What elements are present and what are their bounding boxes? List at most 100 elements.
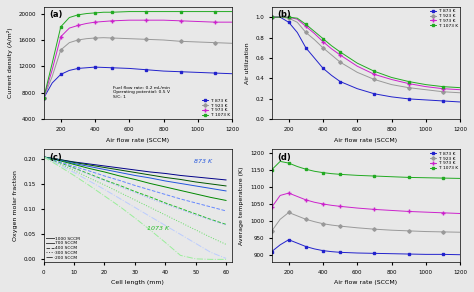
T: 1073 K: (300, 1.98e+04): 1073 K: (300, 1.98e+04)	[75, 13, 81, 17]
T: 973 K: (350, 1.06e+03): 973 K: (350, 1.06e+03)	[311, 201, 317, 204]
Text: (c): (c)	[49, 153, 62, 162]
Line: T: 923 K: T: 923 K	[270, 211, 461, 234]
Y-axis label: Air utilization: Air utilization	[245, 42, 250, 84]
T: 1073 K: (700, 2.03e+04): 1073 K: (700, 2.03e+04)	[144, 10, 149, 13]
T: 873 K: (800, 0.22): 873 K: (800, 0.22)	[389, 95, 394, 99]
T: 973 K: (500, 1.89e+04): 973 K: (500, 1.89e+04)	[109, 19, 115, 22]
T: 923 K: (700, 976): 923 K: (700, 976)	[372, 227, 377, 231]
T: 873 K: (700, 0.25): 873 K: (700, 0.25)	[372, 92, 377, 95]
T: 873 K: (150, 1): 873 K: (150, 1)	[277, 15, 283, 19]
Text: (b): (b)	[277, 10, 291, 19]
T: 1073 K: (150, 1.18e+03): 1073 K: (150, 1.18e+03)	[277, 160, 283, 163]
T: 873 K: (1.2e+03, 1.09e+04): 873 K: (1.2e+03, 1.09e+04)	[229, 72, 235, 75]
Line: T: 1073 K: T: 1073 K	[270, 160, 462, 180]
T: 873 K: (1.1e+03, 1.1e+04): 873 K: (1.1e+03, 1.1e+04)	[212, 71, 218, 75]
T: 1073 K: (250, 1.94e+04): 1073 K: (250, 1.94e+04)	[66, 16, 72, 19]
Line: T: 973 K: T: 973 K	[270, 15, 462, 92]
T: 1073 K: (800, 0.41): 1073 K: (800, 0.41)	[389, 76, 394, 79]
T: 873 K: (150, 930): 873 K: (150, 930)	[277, 243, 283, 246]
T: 873 K: (350, 918): 873 K: (350, 918)	[311, 247, 317, 251]
T: 923 K: (300, 1e+03): 923 K: (300, 1e+03)	[303, 218, 309, 221]
T: 923 K: (100, 1): 923 K: (100, 1)	[269, 15, 274, 19]
T: 923 K: (800, 973): 923 K: (800, 973)	[389, 228, 394, 232]
T: 923 K: (1.2e+03, 967): 923 K: (1.2e+03, 967)	[457, 230, 463, 234]
T: 1073 K: (900, 0.37): 1073 K: (900, 0.37)	[406, 80, 411, 83]
T: 1073 K: (1.2e+03, 2.03e+04): 1073 K: (1.2e+03, 2.03e+04)	[229, 10, 235, 13]
Y-axis label: Current density (A/m²): Current density (A/m²)	[7, 28, 13, 98]
T: 1073 K: (450, 1.14e+03): 1073 K: (450, 1.14e+03)	[328, 172, 334, 175]
T: 973 K: (1.2e+03, 1.02e+03): 973 K: (1.2e+03, 1.02e+03)	[457, 212, 463, 215]
T: 923 K: (100, 970): 923 K: (100, 970)	[269, 230, 274, 233]
Line: T: 1073 K: T: 1073 K	[270, 16, 462, 89]
X-axis label: Cell length (mm): Cell length (mm)	[111, 280, 164, 285]
T: 923 K: (100, 7.2e+03): 923 K: (100, 7.2e+03)	[41, 96, 46, 100]
T: 1073 K: (200, 1.8e+04): 1073 K: (200, 1.8e+04)	[58, 25, 64, 29]
T: 873 K: (200, 945): 873 K: (200, 945)	[286, 238, 292, 241]
T: 923 K: (1e+03, 1.57e+04): 923 K: (1e+03, 1.57e+04)	[195, 40, 201, 44]
Text: (d): (d)	[277, 153, 291, 162]
T: 923 K: (300, 1.6e+04): 923 K: (300, 1.6e+04)	[75, 38, 81, 42]
Line: T: 923 K: T: 923 K	[42, 36, 233, 100]
T: 1073 K: (1.1e+03, 0.32): 1073 K: (1.1e+03, 0.32)	[440, 85, 446, 88]
T: 973 K: (300, 1.06e+03): 973 K: (300, 1.06e+03)	[303, 198, 309, 202]
T: 973 K: (400, 1.87e+04): 973 K: (400, 1.87e+04)	[92, 20, 98, 24]
T: 923 K: (1.2e+03, 1.55e+04): 923 K: (1.2e+03, 1.55e+04)	[229, 41, 235, 45]
T: 923 K: (450, 1.64e+04): 923 K: (450, 1.64e+04)	[101, 36, 107, 39]
T: 923 K: (900, 1.58e+04): 923 K: (900, 1.58e+04)	[178, 40, 183, 43]
T: 873 K: (300, 1.17e+04): 873 K: (300, 1.17e+04)	[75, 67, 81, 70]
T: 873 K: (1e+03, 0.19): 873 K: (1e+03, 0.19)	[423, 98, 428, 102]
T: 923 K: (900, 971): 923 K: (900, 971)	[406, 229, 411, 233]
T: 923 K: (250, 1.02e+03): 923 K: (250, 1.02e+03)	[294, 214, 300, 218]
T: 973 K: (300, 0.91): 973 K: (300, 0.91)	[303, 25, 309, 28]
T: 873 K: (800, 904): 873 K: (800, 904)	[389, 252, 394, 256]
T: 973 K: (450, 0.69): 973 K: (450, 0.69)	[328, 47, 334, 51]
T: 1073 K: (150, 1): 1073 K: (150, 1)	[277, 15, 283, 19]
T: 923 K: (150, 1): 923 K: (150, 1)	[277, 15, 283, 19]
T: 1073 K: (800, 1.13e+03): 1073 K: (800, 1.13e+03)	[389, 175, 394, 178]
T: 1073 K: (500, 0.66): 1073 K: (500, 0.66)	[337, 50, 343, 54]
T: 1073 K: (250, 0.99): 1073 K: (250, 0.99)	[294, 16, 300, 20]
T: 1073 K: (400, 1.14e+03): 1073 K: (400, 1.14e+03)	[320, 171, 326, 174]
T: 973 K: (800, 1.03e+03): 973 K: (800, 1.03e+03)	[389, 209, 394, 212]
T: 923 K: (600, 980): 923 K: (600, 980)	[355, 226, 360, 230]
T: 973 K: (1.2e+03, 0.29): 973 K: (1.2e+03, 0.29)	[457, 88, 463, 91]
T: 973 K: (600, 1.04e+03): 973 K: (600, 1.04e+03)	[355, 206, 360, 210]
T: 873 K: (1.2e+03, 0.17): 873 K: (1.2e+03, 0.17)	[457, 100, 463, 104]
T: 873 K: (100, 1): 873 K: (100, 1)	[269, 15, 274, 19]
T: 1073 K: (200, 1): 1073 K: (200, 1)	[286, 15, 292, 19]
T: 1073 K: (350, 0.86): 1073 K: (350, 0.86)	[311, 30, 317, 33]
T: 1073 K: (450, 2.02e+04): 1073 K: (450, 2.02e+04)	[101, 11, 107, 14]
T: 1073 K: (600, 1.13e+03): 1073 K: (600, 1.13e+03)	[355, 174, 360, 177]
T: 973 K: (1.2e+03, 1.87e+04): 973 K: (1.2e+03, 1.87e+04)	[229, 20, 235, 24]
T: 973 K: (700, 1.9e+04): 973 K: (700, 1.9e+04)	[144, 18, 149, 22]
T: 973 K: (700, 1.03e+03): 973 K: (700, 1.03e+03)	[372, 208, 377, 211]
T: 873 K: (200, 1.08e+04): 873 K: (200, 1.08e+04)	[58, 73, 64, 76]
T: 973 K: (250, 1.78e+04): 973 K: (250, 1.78e+04)	[66, 26, 72, 30]
Line: T: 973 K: T: 973 K	[270, 191, 462, 215]
T: 873 K: (450, 1.18e+04): 873 K: (450, 1.18e+04)	[101, 66, 107, 69]
T: 923 K: (150, 1e+03): 923 K: (150, 1e+03)	[277, 218, 283, 221]
Line: T: 923 K: T: 923 K	[270, 16, 461, 94]
T: 873 K: (350, 1.18e+04): 873 K: (350, 1.18e+04)	[83, 66, 89, 69]
T: 1073 K: (1.1e+03, 1.13e+03): 1073 K: (1.1e+03, 1.13e+03)	[440, 176, 446, 180]
T: 923 K: (200, 0.99): 923 K: (200, 0.99)	[286, 16, 292, 20]
Legend: 1000 SCCM, 700 SCCM, 400 SCCM, 300 SCCM, 200 SCCM: 1000 SCCM, 700 SCCM, 400 SCCM, 300 SCCM,…	[46, 237, 80, 260]
Line: T: 873 K: T: 873 K	[270, 16, 462, 103]
T: 1073 K: (1.2e+03, 0.31): 1073 K: (1.2e+03, 0.31)	[457, 86, 463, 89]
T: 973 K: (900, 1.03e+03): 973 K: (900, 1.03e+03)	[406, 210, 411, 213]
T: 873 K: (500, 1.18e+04): 873 K: (500, 1.18e+04)	[109, 66, 115, 69]
T: 923 K: (700, 0.39): 923 K: (700, 0.39)	[372, 78, 377, 81]
Y-axis label: Oxygen molar fraction: Oxygen molar fraction	[13, 170, 18, 241]
T: 923 K: (800, 0.34): 923 K: (800, 0.34)	[389, 83, 394, 86]
T: 873 K: (450, 0.43): 873 K: (450, 0.43)	[328, 74, 334, 77]
T: 1073 K: (400, 0.79): 1073 K: (400, 0.79)	[320, 37, 326, 40]
T: 873 K: (1.1e+03, 0.18): 873 K: (1.1e+03, 0.18)	[440, 99, 446, 103]
T: 1073 K: (500, 2.02e+04): 1073 K: (500, 2.02e+04)	[109, 11, 115, 14]
T: 923 K: (800, 1.6e+04): 923 K: (800, 1.6e+04)	[161, 38, 166, 42]
T: 973 K: (900, 0.35): 973 K: (900, 0.35)	[406, 82, 411, 85]
T: 923 K: (400, 0.7): 923 K: (400, 0.7)	[320, 46, 326, 50]
T: 873 K: (800, 1.13e+04): 873 K: (800, 1.13e+04)	[161, 69, 166, 73]
T: 923 K: (200, 1.02e+03): 923 K: (200, 1.02e+03)	[286, 211, 292, 214]
T: 1073 K: (300, 0.93): 1073 K: (300, 0.93)	[303, 22, 309, 26]
T: 973 K: (200, 1.08e+03): 973 K: (200, 1.08e+03)	[286, 191, 292, 195]
